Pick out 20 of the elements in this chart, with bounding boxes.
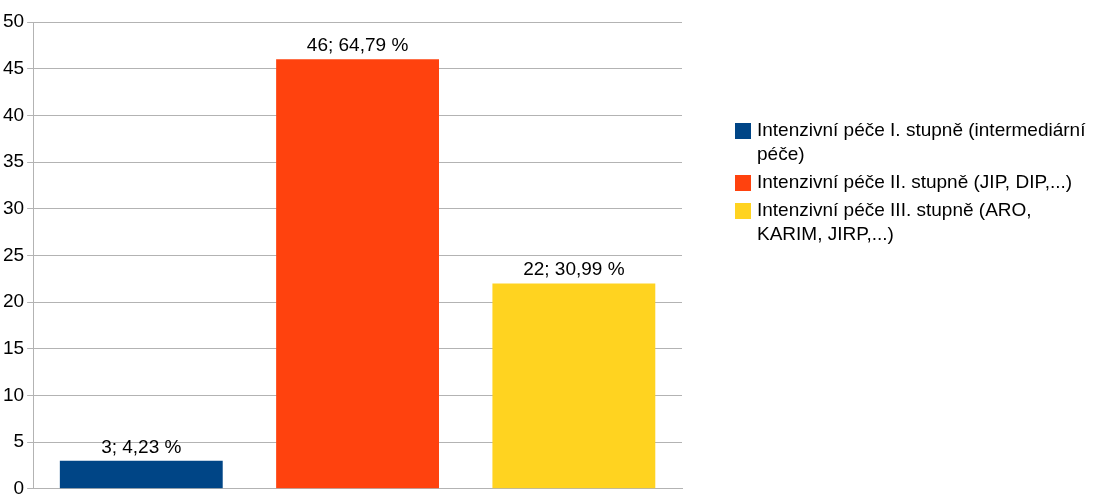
y-tick-label: 45 xyxy=(2,56,25,78)
y-tick-label: 30 xyxy=(2,196,25,218)
y-tick-label: 25 xyxy=(2,243,25,265)
data-label: 3; 4,23 % xyxy=(101,435,182,457)
y-tick-label: 35 xyxy=(2,150,25,172)
legend-label: Intenzivní péče II. stupně (JIP, DIP,...) xyxy=(757,170,1073,194)
y-tick-label: 40 xyxy=(2,103,25,125)
y-tick-label: 20 xyxy=(2,290,25,312)
bar xyxy=(492,283,656,489)
legend-label: Intenzivní péče III. stupně (ARO, KARIM, JIRP,...) xyxy=(757,198,1033,246)
data-label: 46; 64,79 % xyxy=(306,34,409,56)
y-tick-label: 10 xyxy=(2,383,25,405)
data-label: 22; 30,99 % xyxy=(523,258,625,280)
y-tick-label: 15 xyxy=(2,336,25,358)
y-tick-label: 50 xyxy=(2,10,25,32)
bar xyxy=(276,59,439,489)
y-tick-label: 0 xyxy=(13,477,25,499)
legend-label: Intenzivní péče I. stupně (intermediární péče) xyxy=(757,118,1087,166)
y-tick-label: 5 xyxy=(13,430,25,452)
bar xyxy=(59,460,223,489)
